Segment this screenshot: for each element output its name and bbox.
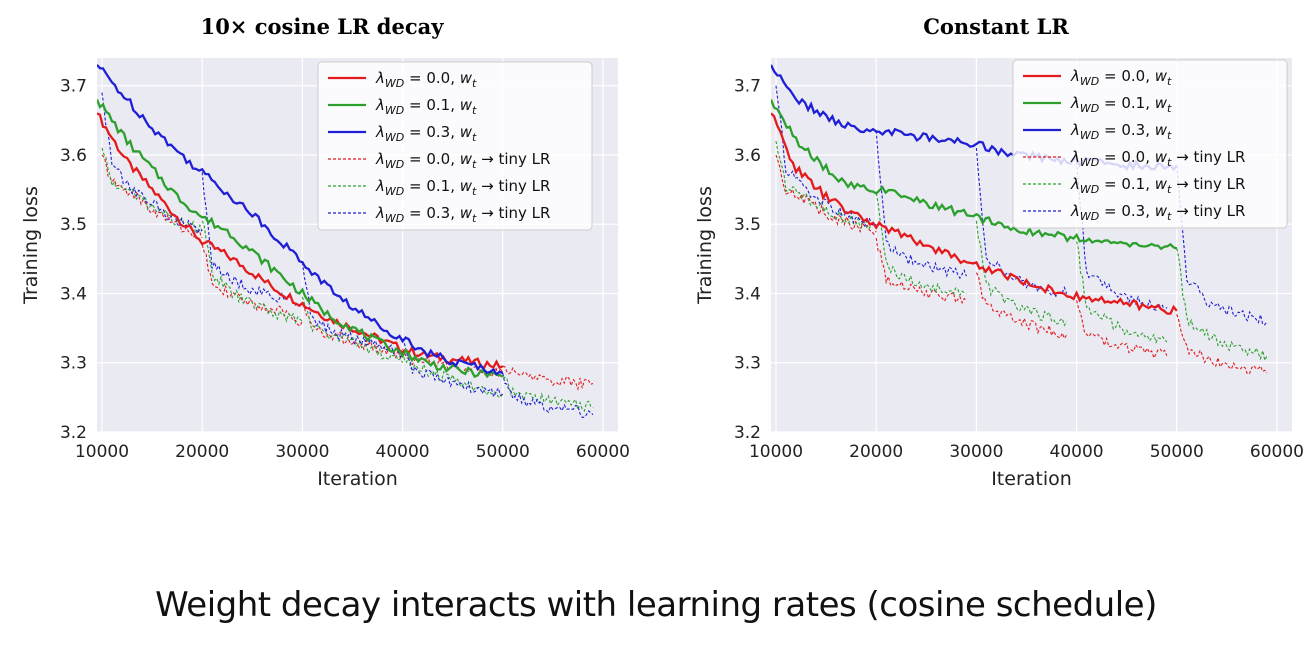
series-line-dashed [1176,165,1268,326]
y-tick-label: 3.4 [734,284,761,304]
y-tick-label: 3.2 [734,423,761,443]
x-tick-label: 50000 [1150,442,1204,462]
series-group [97,64,594,418]
y-tick-label: 3.5 [734,215,761,235]
x-tick-label: 10000 [75,442,129,462]
series-line-dashed [975,147,1068,298]
x-tick-label: 60000 [576,442,630,462]
series-line [97,99,504,379]
chart-cosine-lr-decay: 10× cosine LR decay 10000 20000 30000 40000 5… [20,14,630,490]
series-line-dashed [1076,241,1168,344]
legend-entry: λWD = 0.1, wt → tiny LR [375,177,550,198]
y-tick-label: 3.3 [734,354,761,374]
legend-entry: λWD = 0.3, wt [1070,121,1172,142]
series-line-dashed [502,372,594,418]
legend-box [317,61,593,231]
legend-entry: λWD = 0.3, wt → tiny LR [1070,202,1245,223]
series-line-dashed [775,154,877,236]
series-line-dashed [1076,300,1168,360]
series-line-dashed [1176,314,1268,375]
y-tick-label: 3.5 [60,215,87,235]
series-line-dashed [101,92,203,235]
legend-entry: λWD = 0.1, wt [1070,94,1172,115]
chart-title: 10× cosine LR decay [201,14,445,39]
series-line [97,64,504,376]
x-tick-label: 50000 [476,442,530,462]
chart-title: Constant LR [923,14,1069,39]
chart-constant-lr: Constant LR 10000 20000 30000 40000 50000 6000… [694,14,1304,490]
x-tick-label: 30000 [275,442,329,462]
series-line-dashed [301,303,403,360]
series-line-dashed [875,130,967,280]
legend-entry: λWD = 0.0, wt [1070,67,1172,88]
x-tick-label: 40000 [1050,442,1104,462]
x-tick-label: 60000 [1250,442,1304,462]
y-tick-label: 3.6 [734,146,761,166]
legend-entry: λWD = 0.3, wt → tiny LR [375,204,550,225]
legend-entry: λWD = 0.0, wt → tiny LR [375,150,550,171]
slide-caption: Weight decay interacts with learning rat… [155,585,1157,625]
legend-entry: λWD = 0.1, wt → tiny LR [1070,175,1245,196]
series-line-dashed [402,352,504,398]
x-axis-label: Iteration [991,468,1072,490]
series-line-dashed [201,244,303,327]
series-line-dashed [101,154,203,239]
series-line-dashed [1176,248,1268,362]
x-axis-label: Iteration [317,468,398,490]
legend-entry: λWD = 0.3, wt [375,123,477,144]
legend-entry: λWD = 0.0, wt → tiny LR [1070,148,1245,169]
legend: λWD = 0.0, wt λWD = 0.1, wt λWD = 0.3, wt λ… [1012,59,1288,229]
x-tick-label: 20000 [849,442,903,462]
x-tick-label: 10000 [749,442,803,462]
x-tick-label: 20000 [175,442,229,462]
x-tick-label: 40000 [376,442,430,462]
legend-box [1012,59,1288,229]
y-axis-label: Training loss [20,186,42,305]
y-tick-label: 3.6 [60,146,87,166]
series-line-dashed [875,238,967,305]
legend-entry: λWD = 0.1, wt [375,96,477,117]
series-line-dashed [201,220,303,325]
series-line [771,112,1178,315]
y-tick-label: 3.7 [60,77,87,97]
series-line-dashed [875,193,967,297]
series-line-dashed [775,141,877,229]
series-line-dashed [502,365,594,391]
x-tick-label: 30000 [949,442,1003,462]
series-line [771,99,1178,251]
y-axis-label: Training loss [694,186,716,305]
y-tick-label: 3.7 [734,77,761,97]
y-tick-label: 3.4 [60,284,87,304]
legend-entry: λWD = 0.0, wt [375,69,477,90]
y-tick-label: 3.3 [60,354,87,374]
legend: λWD = 0.0, wt λWD = 0.1, wt λWD = 0.3, wt λ… [317,61,593,231]
series-line-dashed [975,220,1068,327]
series-line-dashed [775,85,877,228]
y-tick-label: 3.2 [60,423,87,443]
series-line-dashed [402,338,504,399]
